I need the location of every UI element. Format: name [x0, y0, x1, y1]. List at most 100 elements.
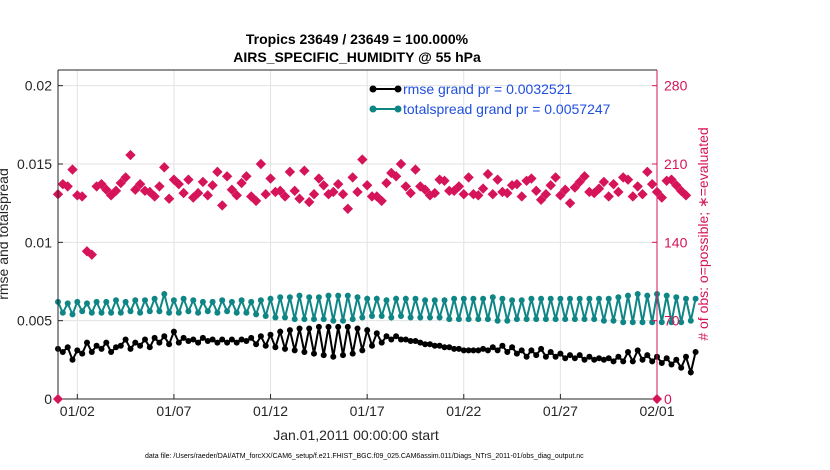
totalspread-point: [499, 295, 506, 302]
obs-evaluated-point: [217, 200, 228, 211]
rmse-point: [98, 345, 105, 352]
rmse-point: [93, 342, 100, 349]
totalspread-point: [417, 314, 424, 321]
obs-evaluated-point: [646, 178, 658, 190]
totalspread-point: [74, 298, 81, 305]
totalspread-point: [412, 295, 419, 302]
tick-layer: 01/02 01/07 01/12 01/17 01/22 01/27 02/0100.00…: [17, 78, 688, 419]
totalspread-point: [354, 294, 361, 301]
totalspread-point: [683, 295, 689, 302]
rmse-point: [170, 328, 177, 335]
totalspread-point: [634, 291, 641, 297]
rmse-point: [542, 353, 549, 360]
rmse-point: [663, 355, 670, 362]
rmse-point: [262, 342, 269, 349]
totalspread-point: [393, 295, 400, 302]
rmse-point: [257, 333, 264, 340]
totalspread-point: [113, 297, 119, 304]
totalspread-point: [282, 314, 288, 321]
obs-evaluated-point: [352, 186, 363, 198]
y-right-tick-label: 70: [664, 313, 680, 329]
rmse-point: [69, 356, 76, 363]
totalspread-point: [620, 319, 627, 326]
totalspread-point: [364, 295, 371, 302]
totalspread-point: [156, 308, 163, 315]
rmse-point: [359, 347, 366, 354]
totalspread-point: [470, 295, 477, 302]
rmse-point: [267, 331, 274, 338]
legend-rmse-marker: [369, 85, 377, 93]
totalspread-point: [673, 294, 680, 301]
totalspread-point: [562, 316, 569, 323]
obs-evaluated-point: [555, 190, 566, 201]
totalspread-point: [388, 314, 395, 321]
rmse-point: [412, 338, 419, 344]
rmse-point: [306, 325, 313, 332]
totalspread-point: [600, 317, 607, 324]
obs-evaluated-point: [221, 171, 233, 182]
totalspread-point: [571, 316, 578, 323]
obs-evaluated-point: [226, 184, 238, 195]
totalspread-point: [166, 309, 173, 316]
obs-zero-marker: [53, 394, 63, 404]
totalspread-point: [267, 295, 274, 302]
rmse-point: [504, 349, 511, 355]
rmse-point: [340, 352, 346, 359]
rmse-point: [547, 349, 554, 355]
obs-evaluated-point: [207, 180, 218, 191]
rmse-point: [644, 352, 651, 359]
obs-evaluated-point: [535, 194, 547, 205]
rmse-point: [146, 344, 153, 351]
totalspread-point: [378, 313, 385, 319]
rmse-point: [407, 338, 414, 344]
obs-evaluated-point: [101, 184, 112, 195]
obs-evaluated-point: [149, 191, 160, 202]
rmse-point: [151, 334, 158, 341]
rmse-point: [567, 352, 573, 359]
rmse-point: [79, 350, 86, 357]
totalspread-point: [219, 297, 226, 304]
totalspread-point: [542, 316, 549, 323]
totalspread-point: [480, 295, 487, 302]
rmse-point: [209, 336, 216, 343]
rmse-point: [509, 344, 516, 351]
totalspread-point: [170, 297, 177, 304]
totalspread-point: [315, 294, 322, 301]
totalspread-point: [658, 319, 665, 326]
rmse-point: [103, 339, 110, 346]
x-tick-label: 01/07: [156, 403, 191, 419]
rmse-point: [248, 334, 255, 341]
obs-evaluated-point: [154, 181, 165, 192]
totalspread-point: [69, 311, 76, 318]
rmse-point: [224, 339, 231, 346]
totalspread-point: [373, 295, 380, 302]
rmse-point: [315, 323, 322, 330]
rmse-point: [552, 353, 559, 360]
obs-evaluated-point: [622, 174, 634, 185]
totalspread-point: [122, 298, 129, 305]
totalspread-point: [195, 309, 202, 316]
rmse-point: [204, 338, 211, 344]
rmse-point: [286, 327, 293, 334]
obs-evaluated-point: [516, 191, 527, 202]
obs-evaluated-point: [613, 186, 624, 198]
y-axis-right-label: # of obs: o=possible; ∗=evaluated: [695, 127, 711, 340]
obs-evaluated-point: [284, 166, 296, 178]
y-left-tick-label: 0.005: [17, 313, 52, 329]
rmse-point: [460, 347, 467, 354]
rmse-point: [132, 339, 139, 346]
obs-evaluated-point: [574, 176, 585, 188]
totalspread-point: [494, 317, 501, 324]
totalspread-point: [663, 292, 670, 299]
x-axis-label: Jan.01,2011 00:00:00 start: [273, 427, 439, 443]
totalspread-point: [277, 294, 284, 301]
x-tick-label: 01/17: [350, 403, 385, 419]
totalspread-point: [262, 313, 269, 319]
rmse-point: [658, 360, 665, 366]
obs-evaluated-point: [453, 181, 465, 192]
rmse-point: [296, 325, 303, 332]
totalspread-point: [518, 297, 525, 304]
obs-zero-marker: [652, 394, 662, 404]
obs-evaluated-point: [482, 168, 494, 180]
